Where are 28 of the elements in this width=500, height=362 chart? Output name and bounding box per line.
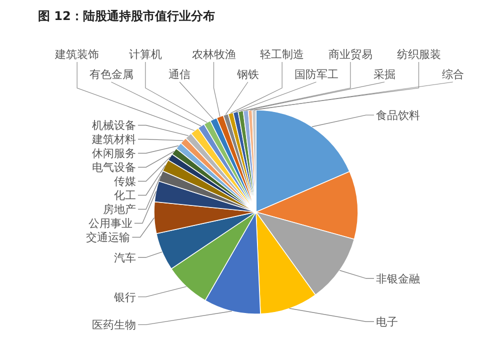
slice-label: 化工 (114, 189, 136, 202)
slice-label: 钢铁 (236, 68, 259, 81)
slice-label: 商业贸易 (328, 48, 372, 61)
slice-label: 建筑装饰 (54, 48, 100, 61)
slice-label: 有色金属 (89, 68, 134, 81)
slice-label: 传媒 (114, 175, 136, 188)
slice-label: 公用事业 (88, 217, 132, 230)
slice-label: 纺织服装 (396, 48, 441, 61)
slice-label: 国防军工 (294, 68, 338, 81)
slice-label: 房地产 (103, 203, 136, 216)
slice-label: 医药生物 (92, 318, 136, 332)
slice-label: 银行 (113, 290, 136, 304)
slice-label: 电气设备 (92, 161, 136, 174)
slice-label: 休闲服务 (92, 147, 136, 160)
slice-label: 非银金融 (376, 272, 420, 286)
slice-label: 建筑材料 (91, 133, 136, 146)
slice-label: 农林牧渔 (192, 48, 236, 61)
slice-label: 食品饮料 (376, 109, 420, 122)
slice-label: 轻工制造 (260, 48, 304, 61)
slice-label: 机械设备 (92, 119, 136, 132)
slice-label: 电子 (376, 316, 398, 329)
slice-label: 交通运输 (86, 231, 130, 244)
slice-label: 综合 (442, 68, 464, 81)
slice-label: 汽车 (114, 251, 136, 264)
slice-label: 采掘 (374, 68, 396, 81)
slice-label: 通信 (168, 68, 191, 81)
slice-label: 计算机 (128, 48, 162, 61)
chart-title: 图 12：陆股通持股市值行业分布 (38, 9, 215, 23)
